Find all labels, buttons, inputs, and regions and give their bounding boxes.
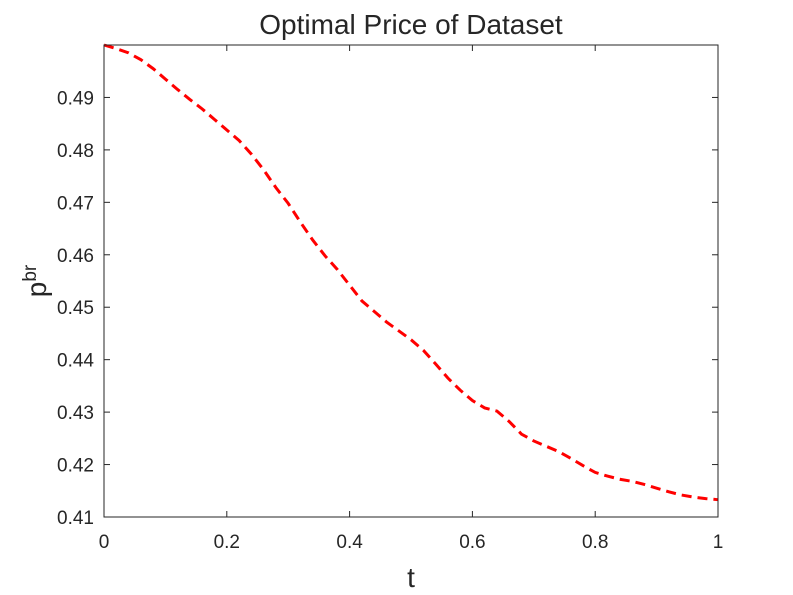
x-tick-label: 0.2 (214, 532, 240, 553)
y-tick-label: 0.47 (57, 193, 94, 214)
y-axis-label-base: p (21, 282, 52, 298)
y-axis-ticks: 0.41 0.42 0.43 0.44 0.45 0.46 0.47 0.48 0.49 (57, 88, 718, 529)
x-tick-label: 0.4 (336, 532, 363, 553)
y-tick-label: 0.43 (57, 403, 94, 424)
x-tick-label: 0.8 (582, 532, 608, 553)
y-tick-label: 0.42 (57, 456, 94, 477)
y-axis-label: pbr (20, 264, 52, 297)
plot-background (104, 45, 718, 517)
y-tick-label: 0.41 (57, 508, 94, 529)
x-axis-label: t (407, 562, 415, 593)
y-tick-label: 0.46 (57, 246, 94, 267)
x-tick-label: 0.6 (459, 532, 485, 553)
y-tick-label: 0.44 (57, 351, 94, 372)
y-tick-label: 0.49 (57, 88, 94, 109)
x-tick-label: 0 (99, 532, 110, 553)
y-tick-label: 0.48 (57, 141, 94, 162)
chart-title: Optimal Price of Dataset (259, 9, 563, 40)
plot-frame (103, 44, 719, 518)
series-line (103, 43, 719, 502)
y-tick-label: 0.45 (57, 298, 94, 319)
y-axis-label-superscript: br (20, 264, 41, 282)
x-axis-ticks: 0 0.2 0.4 0.6 0.8 1 (99, 45, 724, 553)
x-tick-label: 1 (713, 532, 724, 553)
